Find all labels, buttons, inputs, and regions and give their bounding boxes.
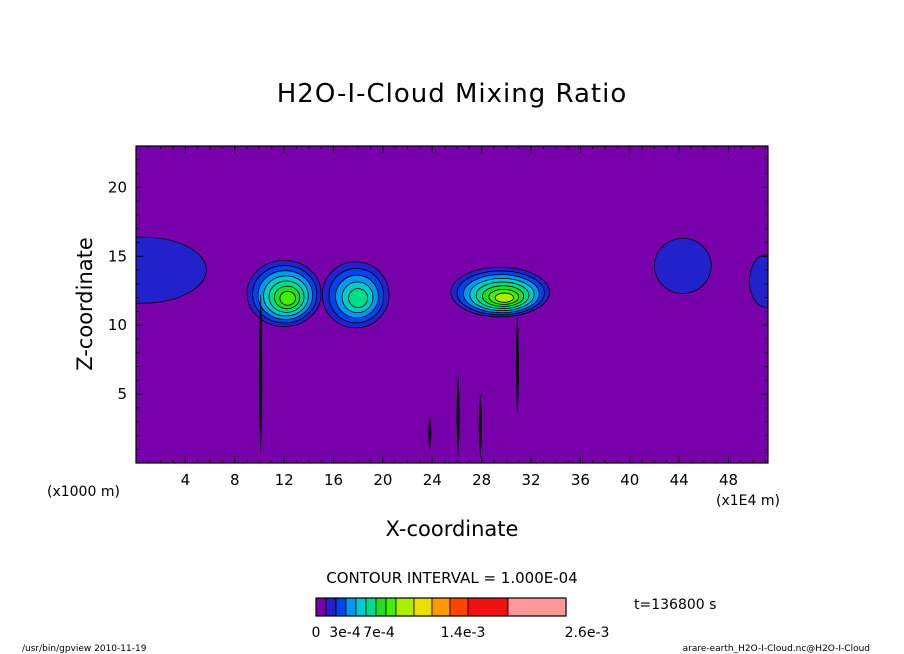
cloud-contour-4-level-1	[654, 237, 712, 294]
cloud-contour-1-level-7	[279, 290, 296, 306]
y-tick-label: 10	[108, 316, 127, 334]
y-tick-label: 20	[108, 178, 127, 196]
y-tick-label: 15	[108, 247, 127, 265]
x-tick-label: 44	[670, 471, 689, 489]
x-tick-label: 4	[181, 471, 191, 489]
cloud-contour-3-level-8	[494, 292, 514, 303]
fall-streak-6	[259, 294, 263, 452]
fall-streak-10	[428, 417, 432, 450]
x-tick-label: 16	[324, 471, 343, 489]
colorbar-cell-7	[385, 597, 397, 617]
time-label: t=136800 s	[634, 597, 716, 613]
footer-left: /usr/bin/gpview 2010-11-19	[22, 644, 147, 654]
x-tick-label: 24	[423, 471, 442, 489]
contour-features	[136, 236, 768, 458]
y-tick-label: 5	[117, 385, 127, 403]
plot-background	[136, 146, 768, 463]
colorbar-cell-8	[395, 597, 415, 617]
fall-streak-9	[515, 316, 519, 413]
fall-streak-8	[478, 394, 482, 458]
colorbar-cell-1	[325, 597, 337, 617]
colorbar-cell-6	[375, 597, 387, 617]
colorbar-cell-3	[345, 597, 357, 617]
colorbar-label: 7e-4	[363, 625, 395, 641]
cloud-contour-2-level-5	[348, 288, 369, 308]
colorbar-cell-11	[449, 597, 469, 617]
x-axis-label: X-coordinate	[386, 517, 519, 541]
x-tick-label: 32	[521, 471, 540, 489]
contour-interval-text: CONTOUR INTERVAL = 1.000E-04	[326, 569, 577, 587]
colorbar-cell-13	[507, 597, 567, 617]
plot-area	[135, 145, 769, 464]
plot-frame	[135, 145, 769, 464]
cloud-contour-5-level-1	[749, 254, 768, 308]
colorbar-label: 3e-4	[329, 625, 361, 641]
y-axis-ticks: 5 10 15 20	[108, 159, 768, 450]
x-tick-label: 28	[472, 471, 491, 489]
colorbar-label: 0	[312, 625, 321, 641]
colorbar-label: 2.6e-3	[565, 625, 610, 641]
x-axis-ticks: 4 8 12 16 20 24 28 32 36 40 44 48	[147, 146, 766, 489]
x-tick-label: 20	[373, 471, 392, 489]
chart-title: H2O-I-Cloud Mixing Ratio	[277, 79, 628, 109]
x-unit-left: (x1000 m)	[47, 484, 120, 500]
colorbar-cell-0	[315, 597, 327, 617]
x-tick-label: 8	[230, 471, 240, 489]
colorbar-labels: 0 3e-4 7e-4 1.4e-3 2.6e-3	[312, 625, 610, 641]
y-axis-label: Z-coordinate	[73, 237, 97, 371]
colorbar-cell-4	[355, 597, 367, 617]
x-tick-label: 36	[571, 471, 590, 489]
colorbar-cell-12	[467, 597, 509, 617]
colorbar-cell-10	[431, 597, 451, 617]
x-tick-label: 40	[620, 471, 639, 489]
x-tick-label: 48	[719, 471, 738, 489]
colorbar-cell-9	[413, 597, 433, 617]
fall-streak-7	[456, 376, 460, 455]
colorbar-frame	[315, 597, 567, 617]
cloud-contour-0-level-1	[136, 236, 207, 304]
footer-right: arare-earth_H2O-I-Cloud.nc@H2O-I-Cloud	[683, 644, 870, 654]
colorbar-cell-5	[365, 597, 377, 617]
colorbar-label: 1.4e-3	[441, 625, 486, 641]
colorbar-cell-2	[335, 597, 347, 617]
x-tick-label: 12	[275, 471, 294, 489]
x-unit-right: (x1E4 m)	[716, 493, 780, 509]
colorbar	[315, 597, 567, 617]
